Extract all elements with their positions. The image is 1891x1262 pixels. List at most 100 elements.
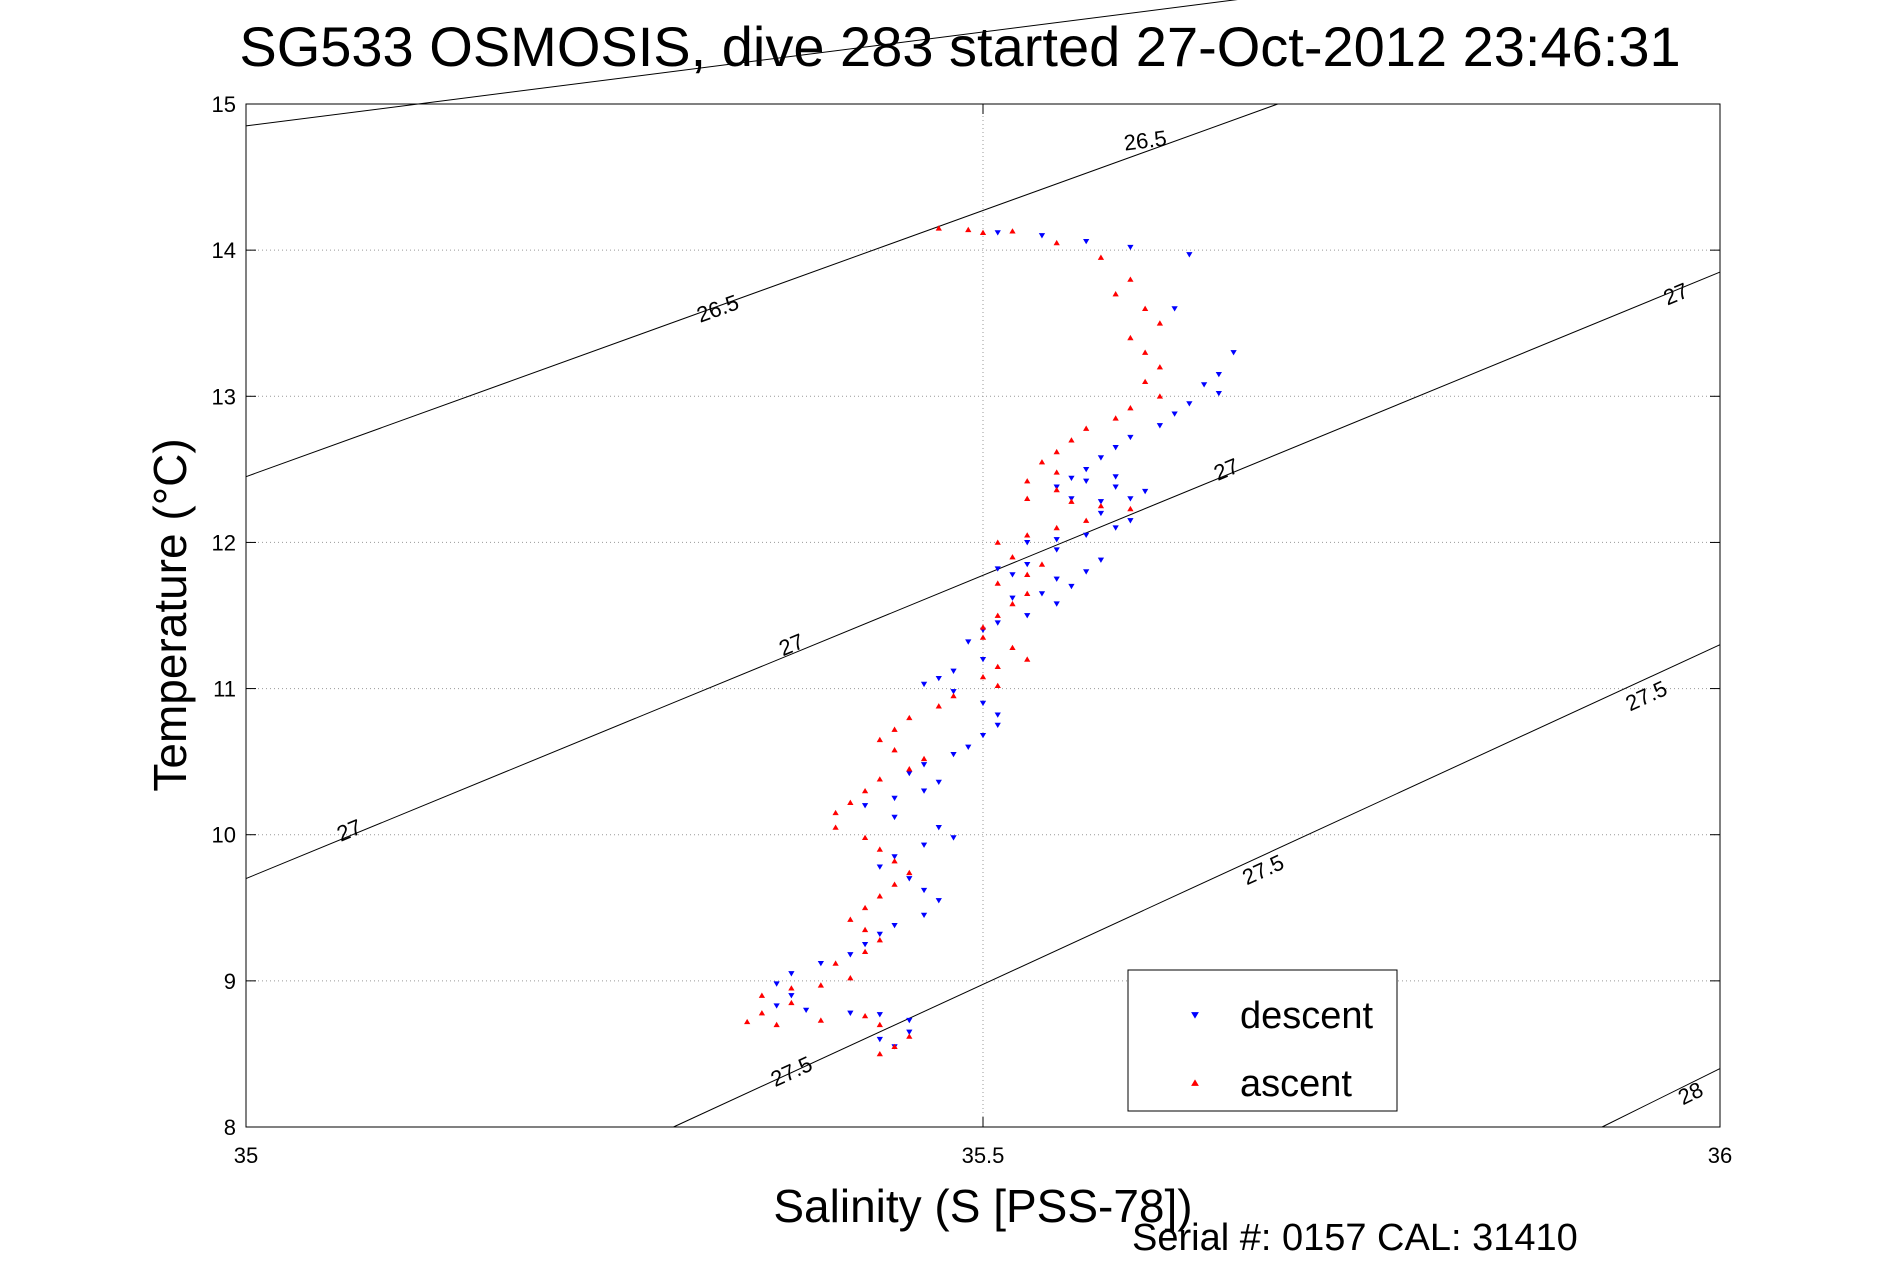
descent-point bbox=[1112, 525, 1119, 531]
ascent-point bbox=[876, 776, 883, 782]
descent-point bbox=[1171, 411, 1178, 417]
ascent-point bbox=[758, 1010, 766, 1016]
ascent-point bbox=[906, 869, 913, 876]
descent-point bbox=[906, 770, 913, 777]
isopycnal-label: 27.5 bbox=[767, 1051, 816, 1092]
isopycnal-label: 26.5 bbox=[1122, 125, 1168, 155]
descent-point bbox=[994, 712, 1001, 718]
descent-point bbox=[1156, 423, 1164, 429]
ascent-point bbox=[1142, 378, 1149, 385]
descent-point bbox=[1083, 466, 1090, 473]
legend-box bbox=[1127, 969, 1398, 1112]
descent-point bbox=[1186, 401, 1193, 407]
descent-point bbox=[920, 681, 928, 688]
isopycnal-label: 26.5 bbox=[693, 290, 742, 328]
ascent-point bbox=[906, 714, 913, 721]
x-axis-label: Salinity (S [PSS-78]) bbox=[773, 1180, 1192, 1232]
isopycnal-label: 27 bbox=[1660, 278, 1692, 310]
y-tick-label: 13 bbox=[212, 384, 236, 409]
ascent-point bbox=[891, 1043, 898, 1050]
descent-point bbox=[1038, 591, 1046, 597]
ascent-point bbox=[994, 580, 1001, 586]
y-tick-label: 15 bbox=[212, 92, 236, 117]
ascent-point bbox=[891, 858, 898, 864]
ascent-point bbox=[1009, 600, 1016, 607]
ascent-point bbox=[1127, 334, 1134, 341]
ascent-point bbox=[1038, 561, 1046, 567]
descent-point bbox=[1038, 233, 1046, 239]
descent-point bbox=[1068, 475, 1075, 482]
y-tick-label: 11 bbox=[213, 677, 236, 702]
descent-point bbox=[891, 795, 898, 802]
ascent-point bbox=[979, 634, 987, 640]
isopycnal-label: 27 bbox=[775, 629, 807, 661]
ascent-point bbox=[1009, 554, 1016, 560]
ascent-point bbox=[891, 726, 898, 732]
descent-point bbox=[1068, 583, 1075, 590]
ascent-point bbox=[1038, 459, 1046, 465]
descent-point bbox=[950, 689, 957, 695]
descent-point bbox=[1053, 537, 1060, 543]
descent-point bbox=[1112, 484, 1119, 490]
ascent-point bbox=[1024, 656, 1031, 662]
descent-point bbox=[1053, 576, 1060, 582]
descent-point bbox=[920, 762, 928, 768]
ascent-point bbox=[847, 916, 854, 922]
y-tick-label: 9 bbox=[224, 969, 236, 994]
descent-point bbox=[920, 788, 928, 794]
descent-point bbox=[1097, 510, 1105, 517]
descent-point bbox=[950, 668, 957, 674]
ascent-point bbox=[832, 824, 839, 830]
ascent-point bbox=[1024, 495, 1031, 501]
x-axis-ticks: 35 35.5 36 bbox=[234, 104, 1732, 1168]
descent-point bbox=[935, 898, 942, 904]
isopycnal-label: 27.5 bbox=[1238, 849, 1287, 890]
descent-point bbox=[994, 230, 1001, 236]
descent-point bbox=[1097, 557, 1105, 563]
descent-point bbox=[1009, 572, 1016, 578]
ascent-point bbox=[1009, 228, 1016, 234]
ascent-point bbox=[876, 1050, 883, 1057]
descent-point bbox=[1186, 252, 1193, 258]
descent-point bbox=[1171, 306, 1178, 312]
ascent-point bbox=[1142, 349, 1149, 355]
descent-point bbox=[1112, 474, 1119, 480]
legend-marker-ascent bbox=[1191, 1079, 1199, 1086]
ascent-point bbox=[876, 937, 883, 943]
data-points bbox=[744, 225, 1237, 1057]
descent-point bbox=[1083, 532, 1090, 539]
isopycnal-line bbox=[673, 644, 1721, 1128]
y-tick-label: 14 bbox=[212, 238, 236, 263]
ascent-point bbox=[994, 539, 1001, 545]
ascent-point bbox=[891, 881, 898, 887]
descent-point bbox=[1083, 569, 1090, 575]
ascent-point bbox=[906, 766, 913, 772]
descent-point bbox=[1127, 518, 1134, 524]
ascent-point bbox=[861, 926, 869, 933]
ascent-point bbox=[994, 663, 1001, 670]
ascent-point bbox=[994, 612, 1001, 618]
descent-point bbox=[906, 1017, 913, 1024]
descent-point bbox=[979, 700, 987, 707]
descent-point bbox=[920, 842, 928, 848]
chart-title: SG533 OSMOSIS, dive 283 started 27-Oct-2… bbox=[239, 15, 1680, 78]
descent-point bbox=[1097, 455, 1105, 461]
ascent-point bbox=[1024, 590, 1031, 596]
plot-frame bbox=[245, 103, 1721, 1128]
descent-point bbox=[817, 960, 824, 967]
ascent-point bbox=[1024, 571, 1031, 577]
ascent-point bbox=[1127, 405, 1134, 411]
descent-point bbox=[920, 887, 928, 894]
descent-point bbox=[1127, 496, 1134, 502]
ascent-point bbox=[861, 787, 869, 794]
series-ascent bbox=[744, 225, 1164, 1057]
ascent-point bbox=[1068, 437, 1075, 443]
descent-point bbox=[891, 854, 898, 860]
descent-point bbox=[1127, 434, 1134, 441]
descent-point bbox=[906, 1029, 913, 1035]
descent-point bbox=[861, 941, 869, 948]
ascent-point bbox=[817, 982, 824, 988]
ascent-point bbox=[1068, 498, 1075, 504]
ascent-point bbox=[1156, 393, 1164, 399]
